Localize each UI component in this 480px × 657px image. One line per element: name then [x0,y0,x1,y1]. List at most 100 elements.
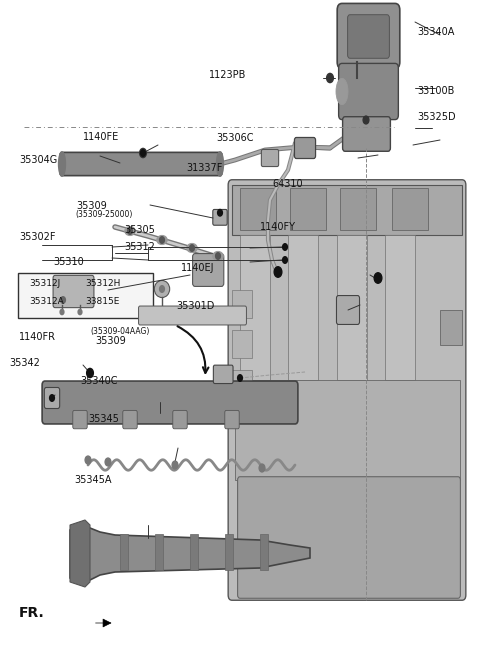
Ellipse shape [155,281,170,298]
Bar [288,235,318,380]
Text: 1140FR: 1140FR [19,332,56,342]
Text: 35306C: 35306C [216,133,253,143]
Circle shape [60,309,64,315]
Bar [235,380,460,480]
FancyBboxPatch shape [336,296,360,325]
Bar [232,185,462,235]
Text: 64310: 64310 [272,179,303,189]
Text: 35340A: 35340A [418,26,455,37]
Circle shape [85,456,91,464]
Text: FR.: FR. [19,606,45,620]
Text: 1140EJ: 1140EJ [181,263,215,273]
FancyBboxPatch shape [238,477,460,599]
Bar [232,330,252,358]
Circle shape [374,273,382,283]
Circle shape [259,464,265,472]
Ellipse shape [336,78,348,104]
Text: 35302F: 35302F [19,231,56,242]
Circle shape [326,74,333,83]
Text: 35345: 35345 [89,414,120,424]
Text: 35345A: 35345A [74,474,112,485]
FancyBboxPatch shape [139,306,246,325]
FancyBboxPatch shape [213,365,233,384]
Bar [190,534,198,570]
Bar [120,534,128,570]
Circle shape [141,150,145,156]
Text: 1140FY: 1140FY [260,221,296,232]
Text: 35312: 35312 [124,242,155,252]
Text: 35312A: 35312A [30,297,64,306]
FancyBboxPatch shape [60,152,222,175]
Ellipse shape [59,152,66,176]
Polygon shape [70,520,90,587]
FancyBboxPatch shape [339,64,398,120]
Bar [240,188,276,230]
Bar [155,534,163,570]
Text: 33100B: 33100B [418,85,455,96]
Text: 35340C: 35340C [81,376,118,386]
Circle shape [49,395,54,401]
Text: 35312J: 35312J [30,279,61,288]
Ellipse shape [125,227,135,236]
Bar [385,235,415,380]
Bar [240,235,270,380]
Circle shape [78,309,82,315]
Text: 35310: 35310 [54,257,84,267]
Text: 35312H: 35312H [85,279,121,288]
FancyBboxPatch shape [213,210,227,225]
Bar [260,534,268,570]
Circle shape [216,253,220,260]
Circle shape [86,369,94,378]
Circle shape [283,257,288,263]
Circle shape [238,374,242,381]
Bar [440,310,462,345]
FancyBboxPatch shape [44,388,60,409]
FancyBboxPatch shape [294,137,315,158]
Circle shape [190,244,194,251]
Circle shape [140,148,146,158]
Bar [290,188,326,230]
FancyBboxPatch shape [192,254,224,286]
Text: 1123PB: 1123PB [209,70,246,80]
Circle shape [283,244,288,250]
FancyBboxPatch shape [173,411,187,429]
Text: 35304G: 35304G [19,155,58,166]
Text: 1140FE: 1140FE [83,132,119,143]
Text: 35342: 35342 [10,357,40,368]
Circle shape [60,297,65,304]
Polygon shape [70,525,310,582]
Text: 35309: 35309 [95,336,126,346]
Text: 35305: 35305 [124,225,155,235]
FancyBboxPatch shape [225,411,239,429]
FancyBboxPatch shape [348,14,389,58]
Circle shape [274,267,282,277]
Bar [337,235,367,380]
Circle shape [172,461,178,469]
Bar [232,370,252,398]
FancyBboxPatch shape [53,275,94,307]
Text: 35309: 35309 [76,200,107,211]
Bar [392,188,428,230]
Circle shape [159,237,164,243]
Text: (35309-25000): (35309-25000) [76,210,133,219]
Bar [225,534,233,570]
FancyBboxPatch shape [42,381,298,424]
Text: 35325D: 35325D [418,112,456,122]
Bar [232,290,252,318]
Circle shape [159,286,164,292]
Bar [18,273,153,318]
FancyBboxPatch shape [73,411,87,429]
Ellipse shape [156,235,167,244]
Text: 33815E: 33815E [85,297,120,306]
Circle shape [363,116,369,124]
Ellipse shape [187,243,197,252]
Ellipse shape [216,152,224,176]
FancyBboxPatch shape [261,149,278,166]
FancyBboxPatch shape [228,180,466,600]
FancyBboxPatch shape [343,117,390,151]
FancyBboxPatch shape [337,3,400,68]
Text: 31337F: 31337F [186,163,223,173]
Bar [340,188,376,230]
Circle shape [105,458,111,466]
Ellipse shape [213,252,223,261]
